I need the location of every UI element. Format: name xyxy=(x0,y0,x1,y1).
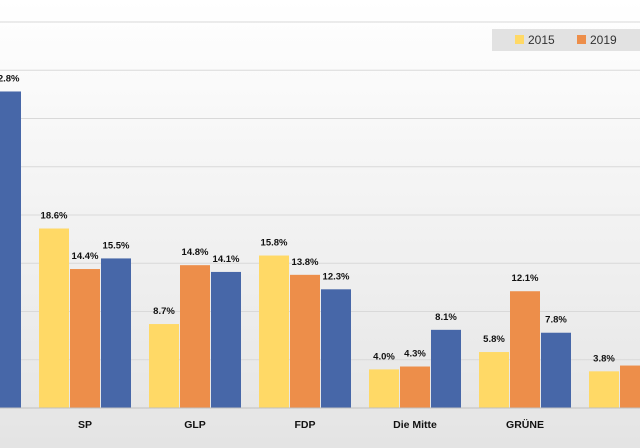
bar-die-mitte-2 xyxy=(400,366,430,408)
bars xyxy=(0,91,640,408)
x-tick-label: GLP xyxy=(184,419,206,431)
data-label: 12.3% xyxy=(323,271,350,282)
data-label: 8.1% xyxy=(435,312,457,323)
data-label: 15.8% xyxy=(261,238,288,249)
bar-sp-1 xyxy=(39,228,69,408)
bar-evp-1 xyxy=(589,371,619,408)
x-tick-label: SP xyxy=(78,419,92,431)
data-label: 14.4% xyxy=(72,251,99,262)
legend-label: 2019 xyxy=(590,33,617,47)
data-label: 14.1% xyxy=(213,254,240,265)
data-label: 13.8% xyxy=(292,257,319,268)
bar-sp-3 xyxy=(101,258,131,408)
data-label: 5.8% xyxy=(483,334,505,345)
x-tick-label: Die Mitte xyxy=(393,419,437,431)
legend-box xyxy=(492,29,640,51)
data-labels: 32.8% 18.6% 14.4% 15.5% 8.7% 14.8% 14.1% 15.8% 1… xyxy=(0,73,615,364)
bar-die-mitte-3 xyxy=(431,329,461,408)
legend-swatch xyxy=(515,35,524,44)
bar-evp-2 xyxy=(620,365,640,408)
data-label: 14.8% xyxy=(182,247,209,258)
data-label: 8.7% xyxy=(153,306,175,317)
data-label: 18.6% xyxy=(41,211,68,222)
data-label: 3.8% xyxy=(593,353,615,364)
bar-sp-2 xyxy=(70,269,100,408)
bar-die-mitte-1 xyxy=(369,369,399,408)
legend-label: 2015 xyxy=(528,33,555,47)
bar-grüne-3 xyxy=(541,332,571,408)
x-tick-label: FDP xyxy=(295,419,316,431)
bar-glp-1 xyxy=(149,324,179,408)
data-label: 7.8% xyxy=(545,315,567,326)
data-label: 4.0% xyxy=(373,351,395,362)
legend: 2015 2019 xyxy=(492,29,640,51)
bar-glp-2 xyxy=(180,265,210,408)
data-label: 4.3% xyxy=(404,349,426,360)
x-axis-ticks: SP GLP FDP Die Mitte GRÜNE xyxy=(78,418,544,431)
bar-fdp-2 xyxy=(290,274,320,408)
data-label: 15.5% xyxy=(103,240,130,251)
bar-glp-3 xyxy=(211,271,241,408)
bar-grüne-2 xyxy=(510,291,540,408)
data-label: 32.8% xyxy=(0,73,20,84)
bar-fdp-1 xyxy=(259,255,289,408)
legend-swatch xyxy=(577,35,586,44)
x-tick-label: GRÜNE xyxy=(506,418,544,431)
bar-fdp-3 xyxy=(321,289,351,408)
bar-svp-3 xyxy=(0,91,21,408)
data-label: 12.1% xyxy=(512,273,539,284)
bar-grüne-1 xyxy=(479,352,509,408)
